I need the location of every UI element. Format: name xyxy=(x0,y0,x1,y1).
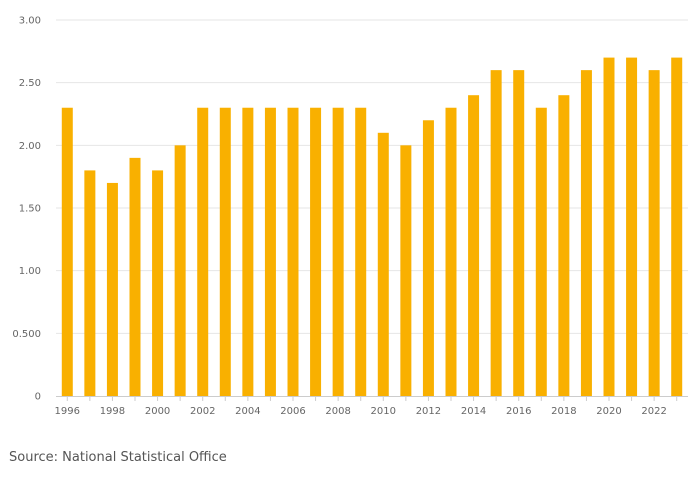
bar-2009 xyxy=(355,107,367,396)
bar-2020 xyxy=(603,57,615,396)
bar-2006 xyxy=(287,107,299,396)
x-axis: 1996 1998 2000 2002 2004 2006 2008 2010 2012 2014… xyxy=(55,396,688,417)
y-tick-label: 1.50 xyxy=(19,204,41,215)
x-tick-label: 2002 xyxy=(190,406,215,417)
bar-2005 xyxy=(264,107,276,396)
bar-2023 xyxy=(671,57,683,396)
x-tick-label: 2006 xyxy=(280,406,305,417)
bar-2011 xyxy=(400,145,412,396)
y-tick-label: 2.50 xyxy=(19,78,41,89)
bar-2001 xyxy=(174,145,186,396)
y-tick-label: 3.00 xyxy=(19,16,41,27)
source-note: Source: National Statistical Office xyxy=(9,450,227,465)
bar-2014 xyxy=(468,95,480,396)
x-tick-label: 1996 xyxy=(55,406,80,417)
x-tick-label: 1998 xyxy=(100,406,125,417)
x-tick-label: 2012 xyxy=(416,406,441,417)
bar-1998 xyxy=(106,182,118,396)
bar-2003 xyxy=(219,107,231,396)
x-tick-label: 2008 xyxy=(325,406,350,417)
x-tick-label: 2014 xyxy=(461,406,486,417)
bar-1999 xyxy=(129,157,141,396)
bar-2019 xyxy=(580,70,592,396)
bar-2018 xyxy=(558,95,570,396)
y-tick-label: 0.500 xyxy=(12,329,41,340)
bar-2008 xyxy=(332,107,344,396)
gridlines xyxy=(56,19,688,334)
bar-2010 xyxy=(377,132,389,397)
bar-2022 xyxy=(648,70,660,396)
bar-2013 xyxy=(445,107,457,396)
bar-2017 xyxy=(535,107,547,396)
x-tick-label: 2020 xyxy=(596,406,621,417)
x-tick-label: 2022 xyxy=(641,406,666,417)
y-tick-label: 0 xyxy=(35,392,41,403)
x-tick-label: 2004 xyxy=(235,406,260,417)
bar-2002 xyxy=(197,107,209,396)
bars xyxy=(61,57,683,397)
bar-2015 xyxy=(490,70,502,396)
y-axis: 0 0.500 1.00 1.50 2.00 2.50 3.00 xyxy=(12,16,41,403)
bar-1996 xyxy=(61,107,73,396)
bar-2012 xyxy=(422,120,434,397)
x-tick-label: 2016 xyxy=(506,406,531,417)
bar-2000 xyxy=(152,170,164,396)
x-tick-label: 2018 xyxy=(551,406,576,417)
x-tick-label: 2010 xyxy=(371,406,396,417)
bar-2021 xyxy=(626,57,638,396)
bar-2007 xyxy=(310,107,322,396)
y-tick-label: 2.00 xyxy=(19,141,41,152)
bar-chart: 0 0.500 1.00 1.50 2.00 2.50 3.00 1996 1998 2000 2… xyxy=(12,16,688,417)
x-tick-label: 2000 xyxy=(145,406,170,417)
bar-2016 xyxy=(513,70,525,396)
bar-1997 xyxy=(84,170,96,396)
y-tick-label: 1.00 xyxy=(19,266,41,277)
bar-2004 xyxy=(242,107,254,396)
